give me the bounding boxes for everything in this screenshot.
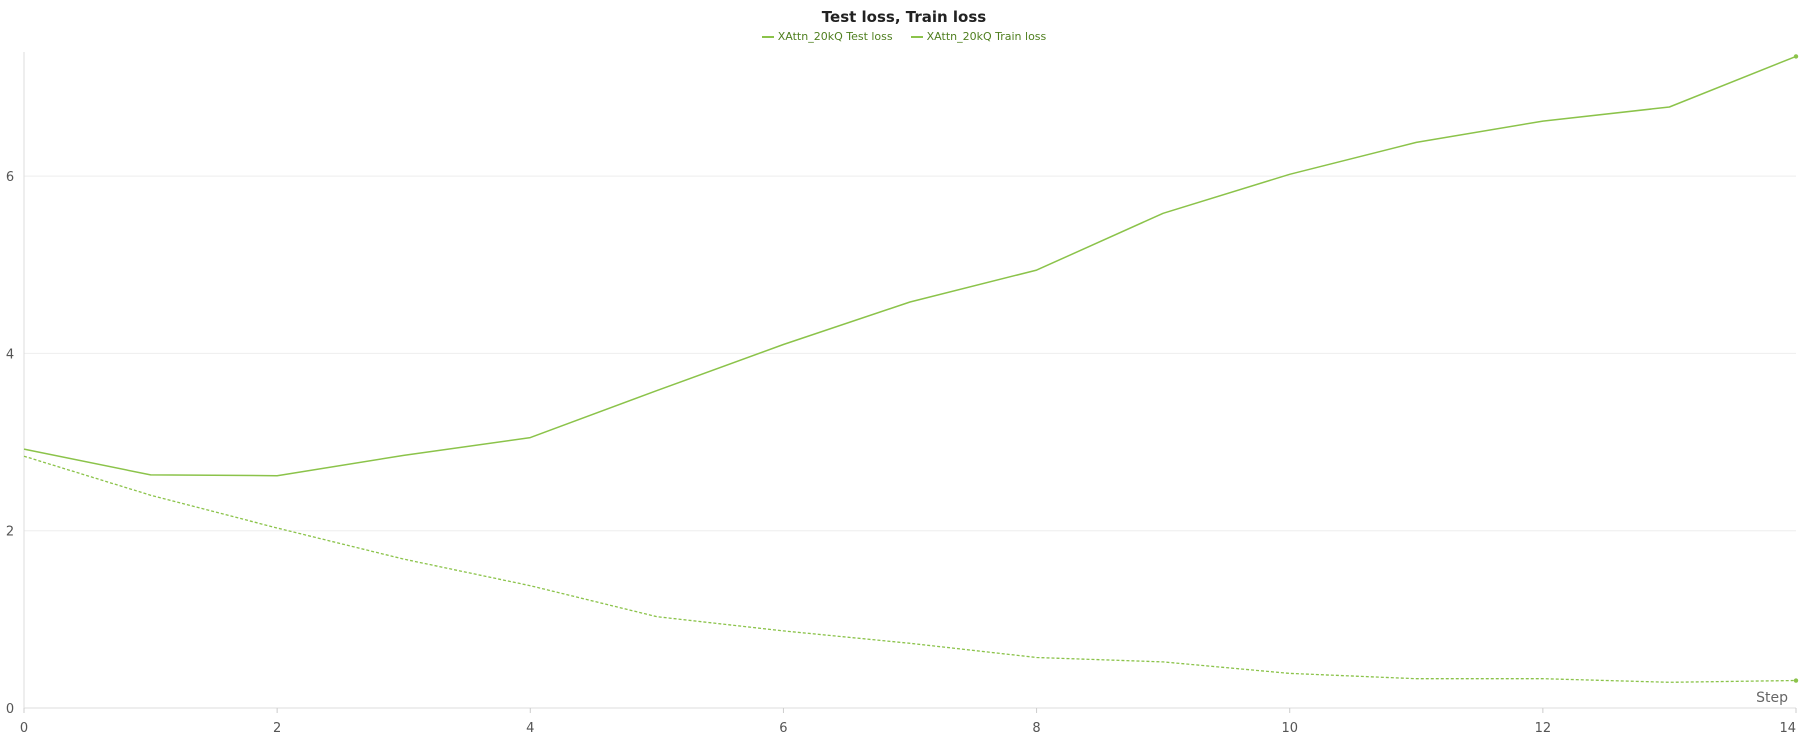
y-tick-label-2: 2 — [6, 525, 14, 540]
legend-item-train-loss[interactable]: XAttn_20kQ Train loss — [910, 30, 1047, 43]
y-tick-label-6: 6 — [6, 170, 14, 185]
y-tick-label-4: 4 — [6, 347, 14, 362]
x-tick-label-8: 8 — [1032, 721, 1040, 736]
x-tick-label-10: 10 — [1281, 721, 1298, 736]
series-line-0 — [23, 55, 1797, 477]
legend-swatch-dashed — [910, 35, 923, 38]
axes — [23, 52, 1797, 713]
x-tick-label-14: 14 — [1779, 721, 1796, 736]
legend-label-train-loss: XAttn_20kQ Train loss — [926, 30, 1047, 43]
series-lines — [23, 54, 1799, 683]
y-tick-label-0: 0 — [6, 702, 14, 717]
series-end-point-0 — [1793, 54, 1799, 59]
grid-lines — [24, 175, 1796, 532]
chart-title: Test loss, Train loss — [821, 8, 987, 26]
x-tick-label-6: 6 — [779, 721, 787, 736]
tick-labels: 0 2 4 6 0 2 4 6 8 10 12 14 Step — [6, 170, 1796, 736]
x-tick-label-4: 4 — [526, 721, 534, 736]
legend-label-test-loss: XAttn_20kQ Test loss — [777, 30, 893, 43]
x-axis-title: Step — [1756, 690, 1788, 706]
chart-legend: XAttn_20kQ Test loss XAttn_20kQ Train lo… — [0, 30, 1808, 43]
legend-item-test-loss[interactable]: XAttn_20kQ Test loss — [761, 30, 893, 43]
x-tick-label-12: 12 — [1535, 721, 1552, 736]
x-tick-label-2: 2 — [273, 721, 281, 736]
series-line-1 — [23, 455, 1797, 683]
x-tick-label-0: 0 — [20, 721, 28, 736]
series-end-point-1 — [1793, 678, 1799, 683]
legend-swatch-solid — [761, 35, 774, 38]
